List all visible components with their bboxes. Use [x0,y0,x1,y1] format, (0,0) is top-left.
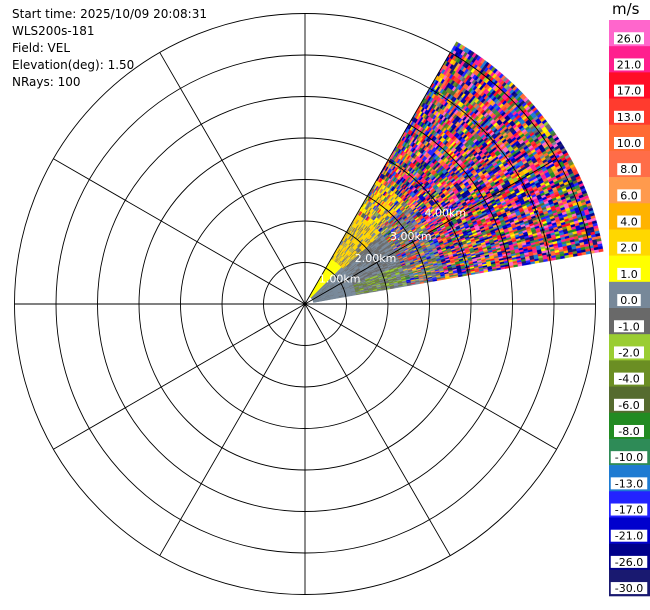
velocity-sector [309,41,604,303]
